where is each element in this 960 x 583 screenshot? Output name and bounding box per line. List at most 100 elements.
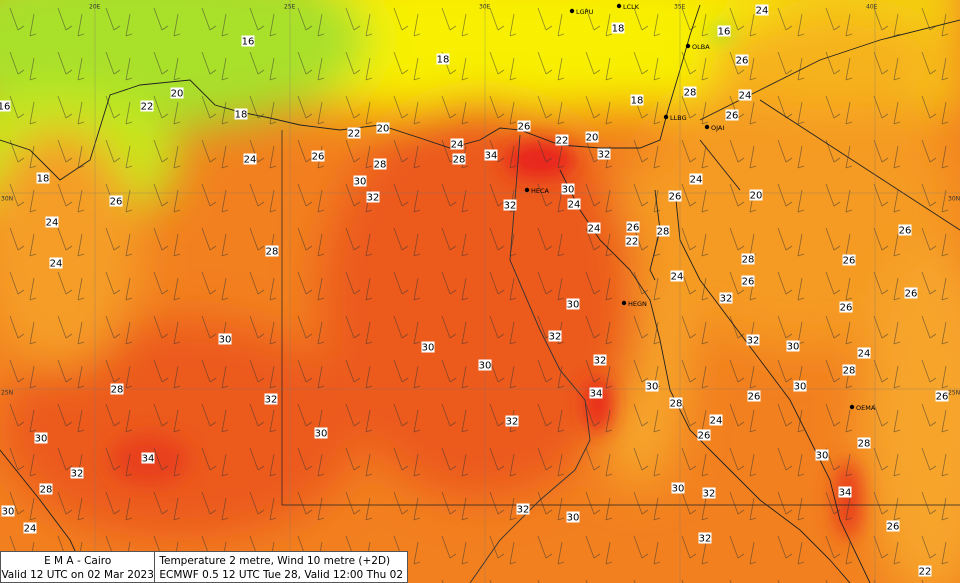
temp-box: [45, 216, 59, 228]
temp-label: 24: [24, 524, 37, 535]
temp-label: 26: [312, 152, 325, 163]
grid-label: 30N: [1, 196, 13, 203]
temp-label: 24: [244, 155, 257, 166]
temp-box: [630, 94, 644, 106]
station-label: LGPU: [576, 8, 594, 16]
temp-label: 28: [111, 385, 124, 396]
temp-label: 28: [742, 255, 755, 266]
temp-label: 26: [887, 522, 900, 533]
temp-box: [597, 148, 611, 160]
temp-box: [842, 364, 856, 376]
temp-label: 18: [631, 96, 644, 107]
temp-box: [746, 334, 760, 346]
temp-label: 24: [588, 224, 601, 235]
temp-label: 28: [374, 160, 387, 171]
temp-label: 32: [703, 489, 716, 500]
temp-label: 26: [905, 289, 918, 300]
temp-label: 18: [612, 24, 625, 35]
temp-box: [566, 298, 580, 310]
temp-label: 26: [748, 392, 761, 403]
temp-box: [839, 301, 853, 313]
temp-label: 26: [843, 256, 856, 267]
temp-box: [70, 467, 84, 479]
temp-box: [786, 340, 800, 352]
temp-box: [141, 452, 155, 464]
temp-box: [36, 172, 50, 184]
temp-label: 20: [171, 89, 184, 100]
temp-label: 32: [720, 294, 733, 305]
temp-box: [698, 532, 712, 544]
temp-label: 26: [726, 111, 739, 122]
temp-label: 30: [567, 300, 580, 311]
temp-label: 16: [0, 102, 10, 113]
temp-label: 28: [453, 155, 466, 166]
temp-box: [234, 108, 248, 120]
temp-label: 24: [50, 259, 63, 270]
temp-box: [484, 149, 498, 161]
temp-box: [735, 54, 749, 66]
temp-label: 22: [348, 129, 361, 140]
temp-box: [548, 330, 562, 342]
temp-label: 20: [750, 191, 763, 202]
temp-box: [738, 89, 752, 101]
station-dot: [569, 8, 575, 14]
temp-label: 30: [787, 342, 800, 353]
temp-box: [741, 275, 755, 287]
temp-box: [503, 199, 517, 211]
grid-label: 30E: [479, 4, 491, 11]
temp-box: [264, 393, 278, 405]
station-label: OJAI: [711, 124, 724, 132]
temp-box: [689, 173, 703, 185]
station-label: HEGN: [628, 300, 647, 308]
temp-box: [838, 486, 852, 498]
temp-box: [170, 87, 184, 99]
model-run: ECMWF 0.5 12 UTC Tue 28, Valid 12:00 Thu…: [159, 569, 403, 581]
temp-box: [857, 347, 871, 359]
temp-label: 34: [839, 488, 852, 499]
temp-label: 26: [742, 277, 755, 288]
grid-label: 35E: [674, 4, 686, 11]
station-label: LCLK: [623, 3, 640, 11]
temp-box: [702, 487, 716, 499]
temp-box: [23, 522, 37, 534]
temp-label: 34: [590, 389, 603, 400]
station-dot: [621, 300, 627, 306]
temp-box: [314, 427, 328, 439]
temp-box: [311, 150, 325, 162]
temp-box: [0, 100, 11, 112]
temp-label: 30: [219, 335, 232, 346]
station-dot: [685, 43, 691, 49]
temp-box: [505, 415, 519, 427]
temp-label: 32: [517, 505, 530, 516]
temp-box: [241, 35, 255, 47]
temp-box: [755, 4, 769, 16]
temp-box: [555, 134, 569, 146]
temp-label: 30: [816, 451, 829, 462]
temp-label: 28: [670, 399, 683, 410]
temp-label: 30: [794, 382, 807, 393]
grid-label: 25N: [948, 390, 960, 397]
temp-label: 26: [669, 192, 682, 203]
temp-box: [109, 195, 123, 207]
temp-box: [842, 254, 856, 266]
temp-box: [567, 198, 581, 210]
temp-label: 30: [562, 185, 575, 196]
temp-box: [353, 175, 367, 187]
temp-label: 26: [899, 226, 912, 237]
temp-box: [749, 189, 763, 201]
temp-box: [741, 253, 755, 265]
temp-label: 16: [718, 27, 731, 38]
station-dot: [704, 124, 710, 130]
parameter: Temperature 2 metre, Wind 10 metre (+2D): [159, 555, 391, 567]
temp-label: 32: [549, 332, 562, 343]
temp-box: [376, 122, 390, 134]
temp-label: 28: [843, 366, 856, 377]
temp-box: [918, 565, 932, 577]
temp-label: 30: [646, 382, 659, 393]
temp-box: [725, 109, 739, 121]
temp-box: [450, 138, 464, 150]
temp-box: [561, 183, 575, 195]
temp-box: [587, 222, 601, 234]
temp-label: 32: [265, 395, 278, 406]
